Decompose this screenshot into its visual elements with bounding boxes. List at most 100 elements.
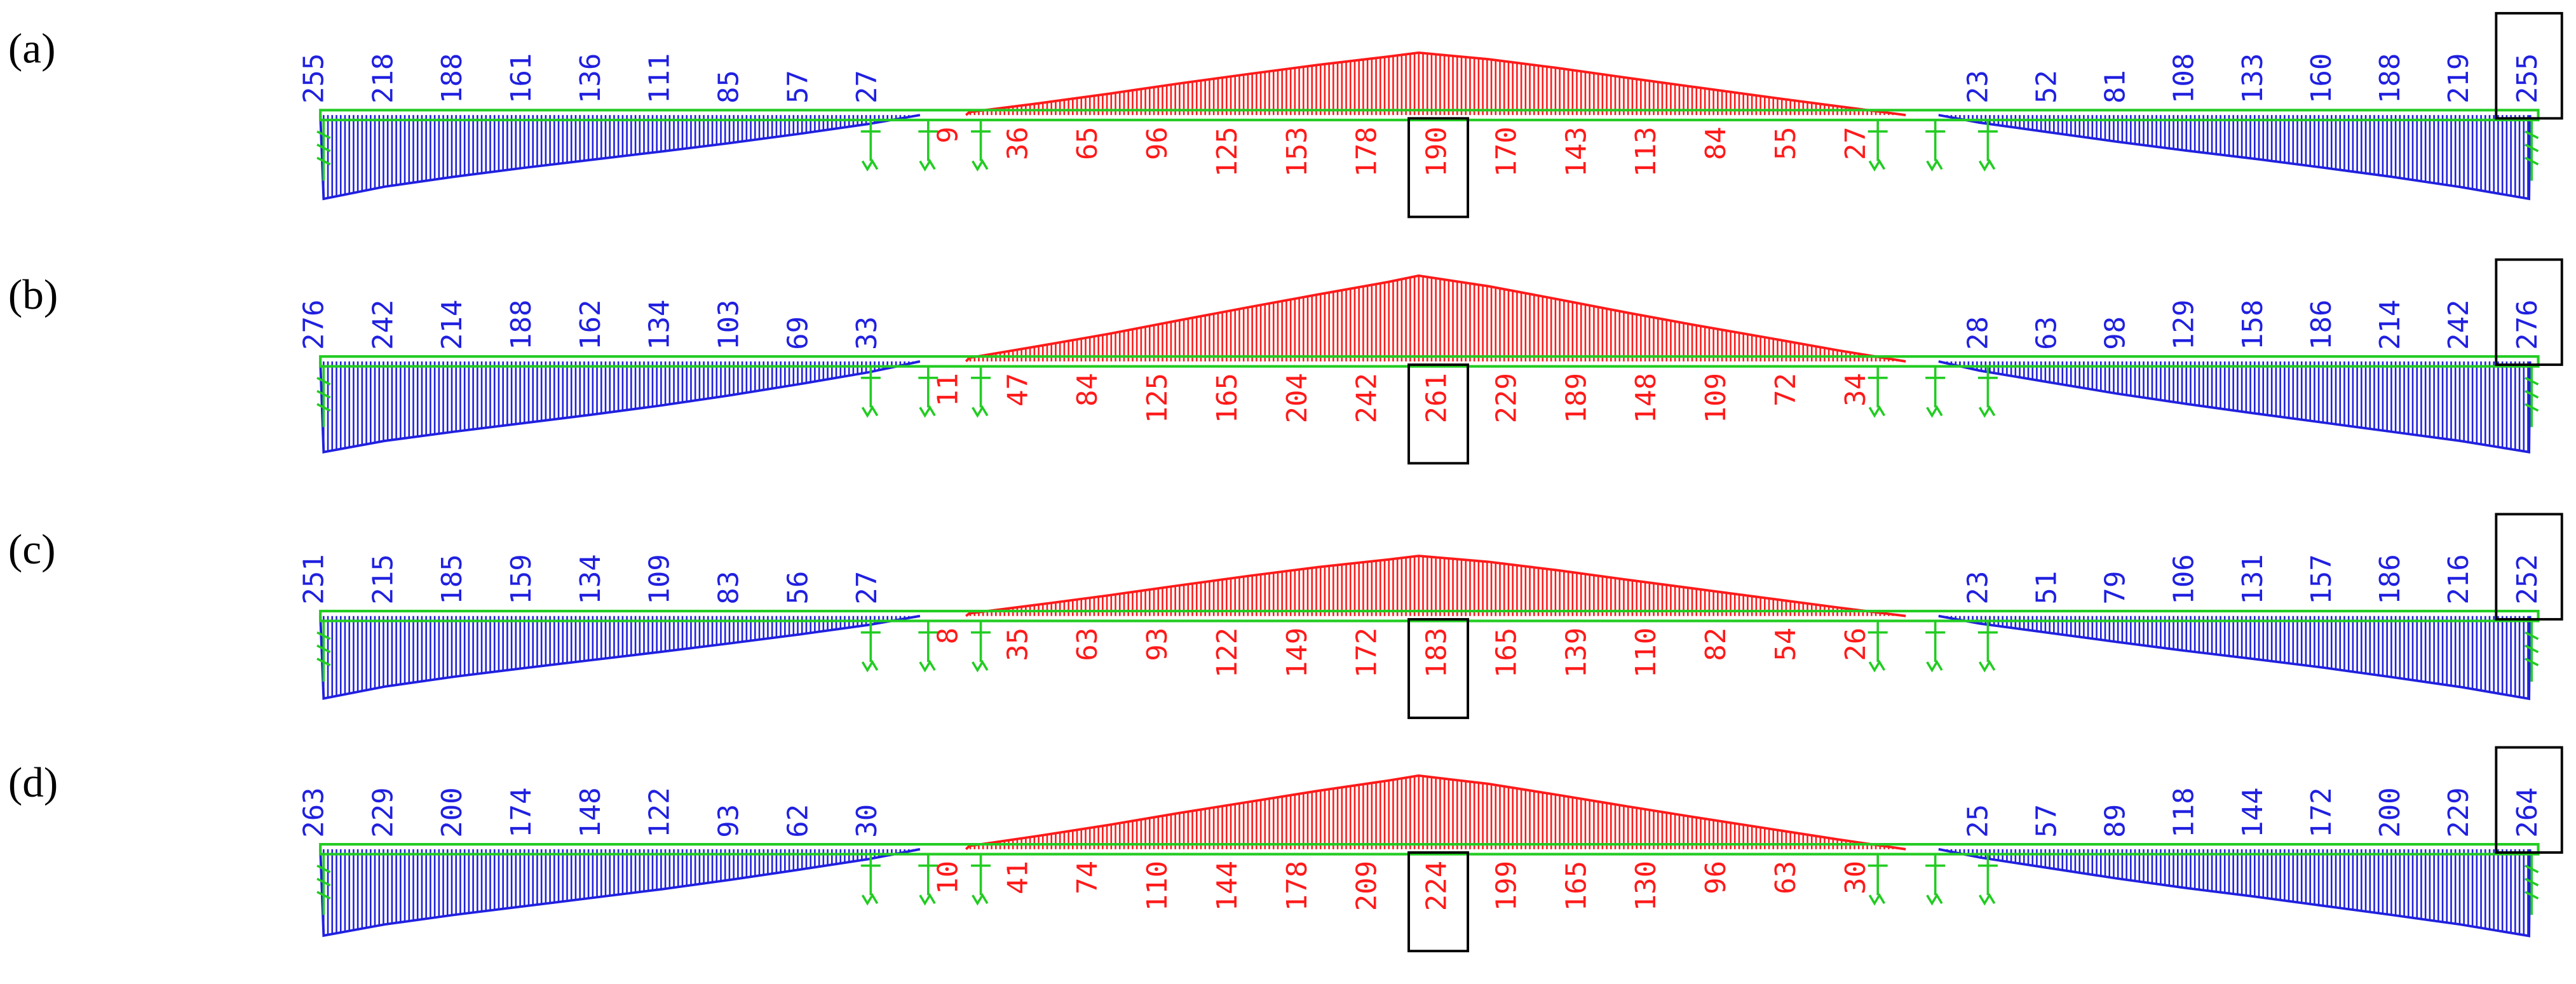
moment-label: 65 xyxy=(1071,126,1104,160)
moment-label: 27 xyxy=(1840,126,1872,160)
moment-label: 162 xyxy=(574,299,607,349)
fixed-support xyxy=(2525,119,2539,181)
fixed-support xyxy=(2525,854,2539,915)
moment-label: 56 xyxy=(782,571,814,605)
moment-label: 10 xyxy=(932,861,964,894)
moment-label: 81 xyxy=(2099,70,2132,104)
moment-label: 136 xyxy=(574,53,607,104)
moment-label: 229 xyxy=(367,787,399,837)
moment-label: 218 xyxy=(367,53,399,104)
support xyxy=(1977,119,1998,172)
highlight-box xyxy=(2495,513,2563,621)
panel-label: (b) xyxy=(8,271,58,318)
moment-label: 149 xyxy=(1281,628,1313,678)
support xyxy=(860,621,881,673)
moment-label: 89 xyxy=(2099,804,2132,838)
moment-label: 82 xyxy=(1700,628,1732,661)
moment-label: 158 xyxy=(2237,299,2269,349)
moment-label: 118 xyxy=(2168,787,2200,837)
moment-label: 111 xyxy=(644,53,676,104)
support xyxy=(1925,119,1946,172)
highlight-box xyxy=(2495,11,2563,120)
moment-label: 36 xyxy=(1001,126,1034,160)
moment-label: 139 xyxy=(1560,628,1592,678)
highlight-box xyxy=(1407,117,1470,219)
moment-label: 251 xyxy=(297,554,330,604)
moment-label: 252 xyxy=(2511,554,2544,604)
support xyxy=(860,366,881,418)
moment-label: 159 xyxy=(505,554,538,604)
moment-label: 98 xyxy=(2099,316,2132,350)
moment-label: 72 xyxy=(1770,373,1802,407)
support xyxy=(1977,854,1998,906)
moment-label: 186 xyxy=(2374,554,2406,604)
beam xyxy=(319,109,2540,121)
moment-label: 214 xyxy=(2374,299,2406,349)
moment-label: 144 xyxy=(1211,861,1244,911)
hogging-right-outline xyxy=(1938,614,2532,701)
highlight-box xyxy=(2495,258,2563,367)
moment-label: 178 xyxy=(1351,126,1383,177)
hogging-right-outline xyxy=(1938,847,2532,938)
moment-label: 189 xyxy=(1560,373,1592,423)
panel-label: (a) xyxy=(8,24,56,72)
fixed-support xyxy=(2525,366,2539,428)
moment-label: 30 xyxy=(851,804,883,838)
moment-label: 276 xyxy=(2511,299,2544,349)
moment-label: 172 xyxy=(1351,628,1383,678)
moment-label: 30 xyxy=(1840,861,1872,894)
moment-label: 165 xyxy=(1211,373,1244,423)
moment-label: 84 xyxy=(1071,373,1104,407)
moment-label: 113 xyxy=(1630,126,1662,177)
moment-label: 93 xyxy=(712,804,745,838)
moment-label: 172 xyxy=(2305,787,2338,837)
moment-label: 134 xyxy=(574,554,607,604)
support xyxy=(971,366,991,418)
moment-label: 157 xyxy=(2305,554,2338,604)
support xyxy=(1868,119,1888,172)
fixed-support xyxy=(316,621,331,682)
moment-label: 51 xyxy=(2031,571,2063,605)
support xyxy=(1925,366,1946,418)
moment-label: 188 xyxy=(505,299,538,349)
support xyxy=(918,621,939,673)
highlight-box xyxy=(2495,746,2563,854)
moment-label: 209 xyxy=(1351,861,1383,911)
moment-label: 106 xyxy=(2168,554,2200,604)
support xyxy=(1977,621,1998,673)
support xyxy=(1868,854,1888,906)
moment-label: 204 xyxy=(1281,373,1313,423)
fixed-support xyxy=(316,854,331,915)
moment-label: 160 xyxy=(2305,53,2338,104)
moment-label: 165 xyxy=(1490,628,1522,678)
moment-label: 85 xyxy=(712,70,745,104)
moment-label: 25 xyxy=(1962,804,1994,838)
moment-label: 109 xyxy=(644,554,676,604)
moment-label: 214 xyxy=(436,299,468,349)
sagging-outline xyxy=(965,274,1906,363)
support xyxy=(971,854,991,906)
moment-label: 153 xyxy=(1281,126,1313,177)
moment-label: 62 xyxy=(782,804,814,838)
moment-label: 263 xyxy=(297,787,330,837)
moment-label: 242 xyxy=(367,299,399,349)
moment-label: 200 xyxy=(2374,787,2406,837)
moment-label: 134 xyxy=(644,299,676,349)
moment-label: 229 xyxy=(1490,373,1522,423)
moment-label: 130 xyxy=(1630,861,1662,911)
moment-label: 52 xyxy=(2031,70,2063,104)
support xyxy=(1868,366,1888,418)
moment-label: 27 xyxy=(851,571,883,605)
moment-label: 186 xyxy=(2305,299,2338,349)
moment-label: 215 xyxy=(367,554,399,604)
fixed-support xyxy=(2525,621,2539,682)
support xyxy=(971,119,991,172)
hogging-right-outline xyxy=(1938,360,2532,454)
moment-label: 188 xyxy=(2374,53,2406,104)
moment-label: 148 xyxy=(1630,373,1662,423)
moment-label: 110 xyxy=(1630,628,1662,678)
fixed-support xyxy=(316,366,331,428)
moment-label: 122 xyxy=(1211,628,1244,678)
support xyxy=(918,366,939,418)
